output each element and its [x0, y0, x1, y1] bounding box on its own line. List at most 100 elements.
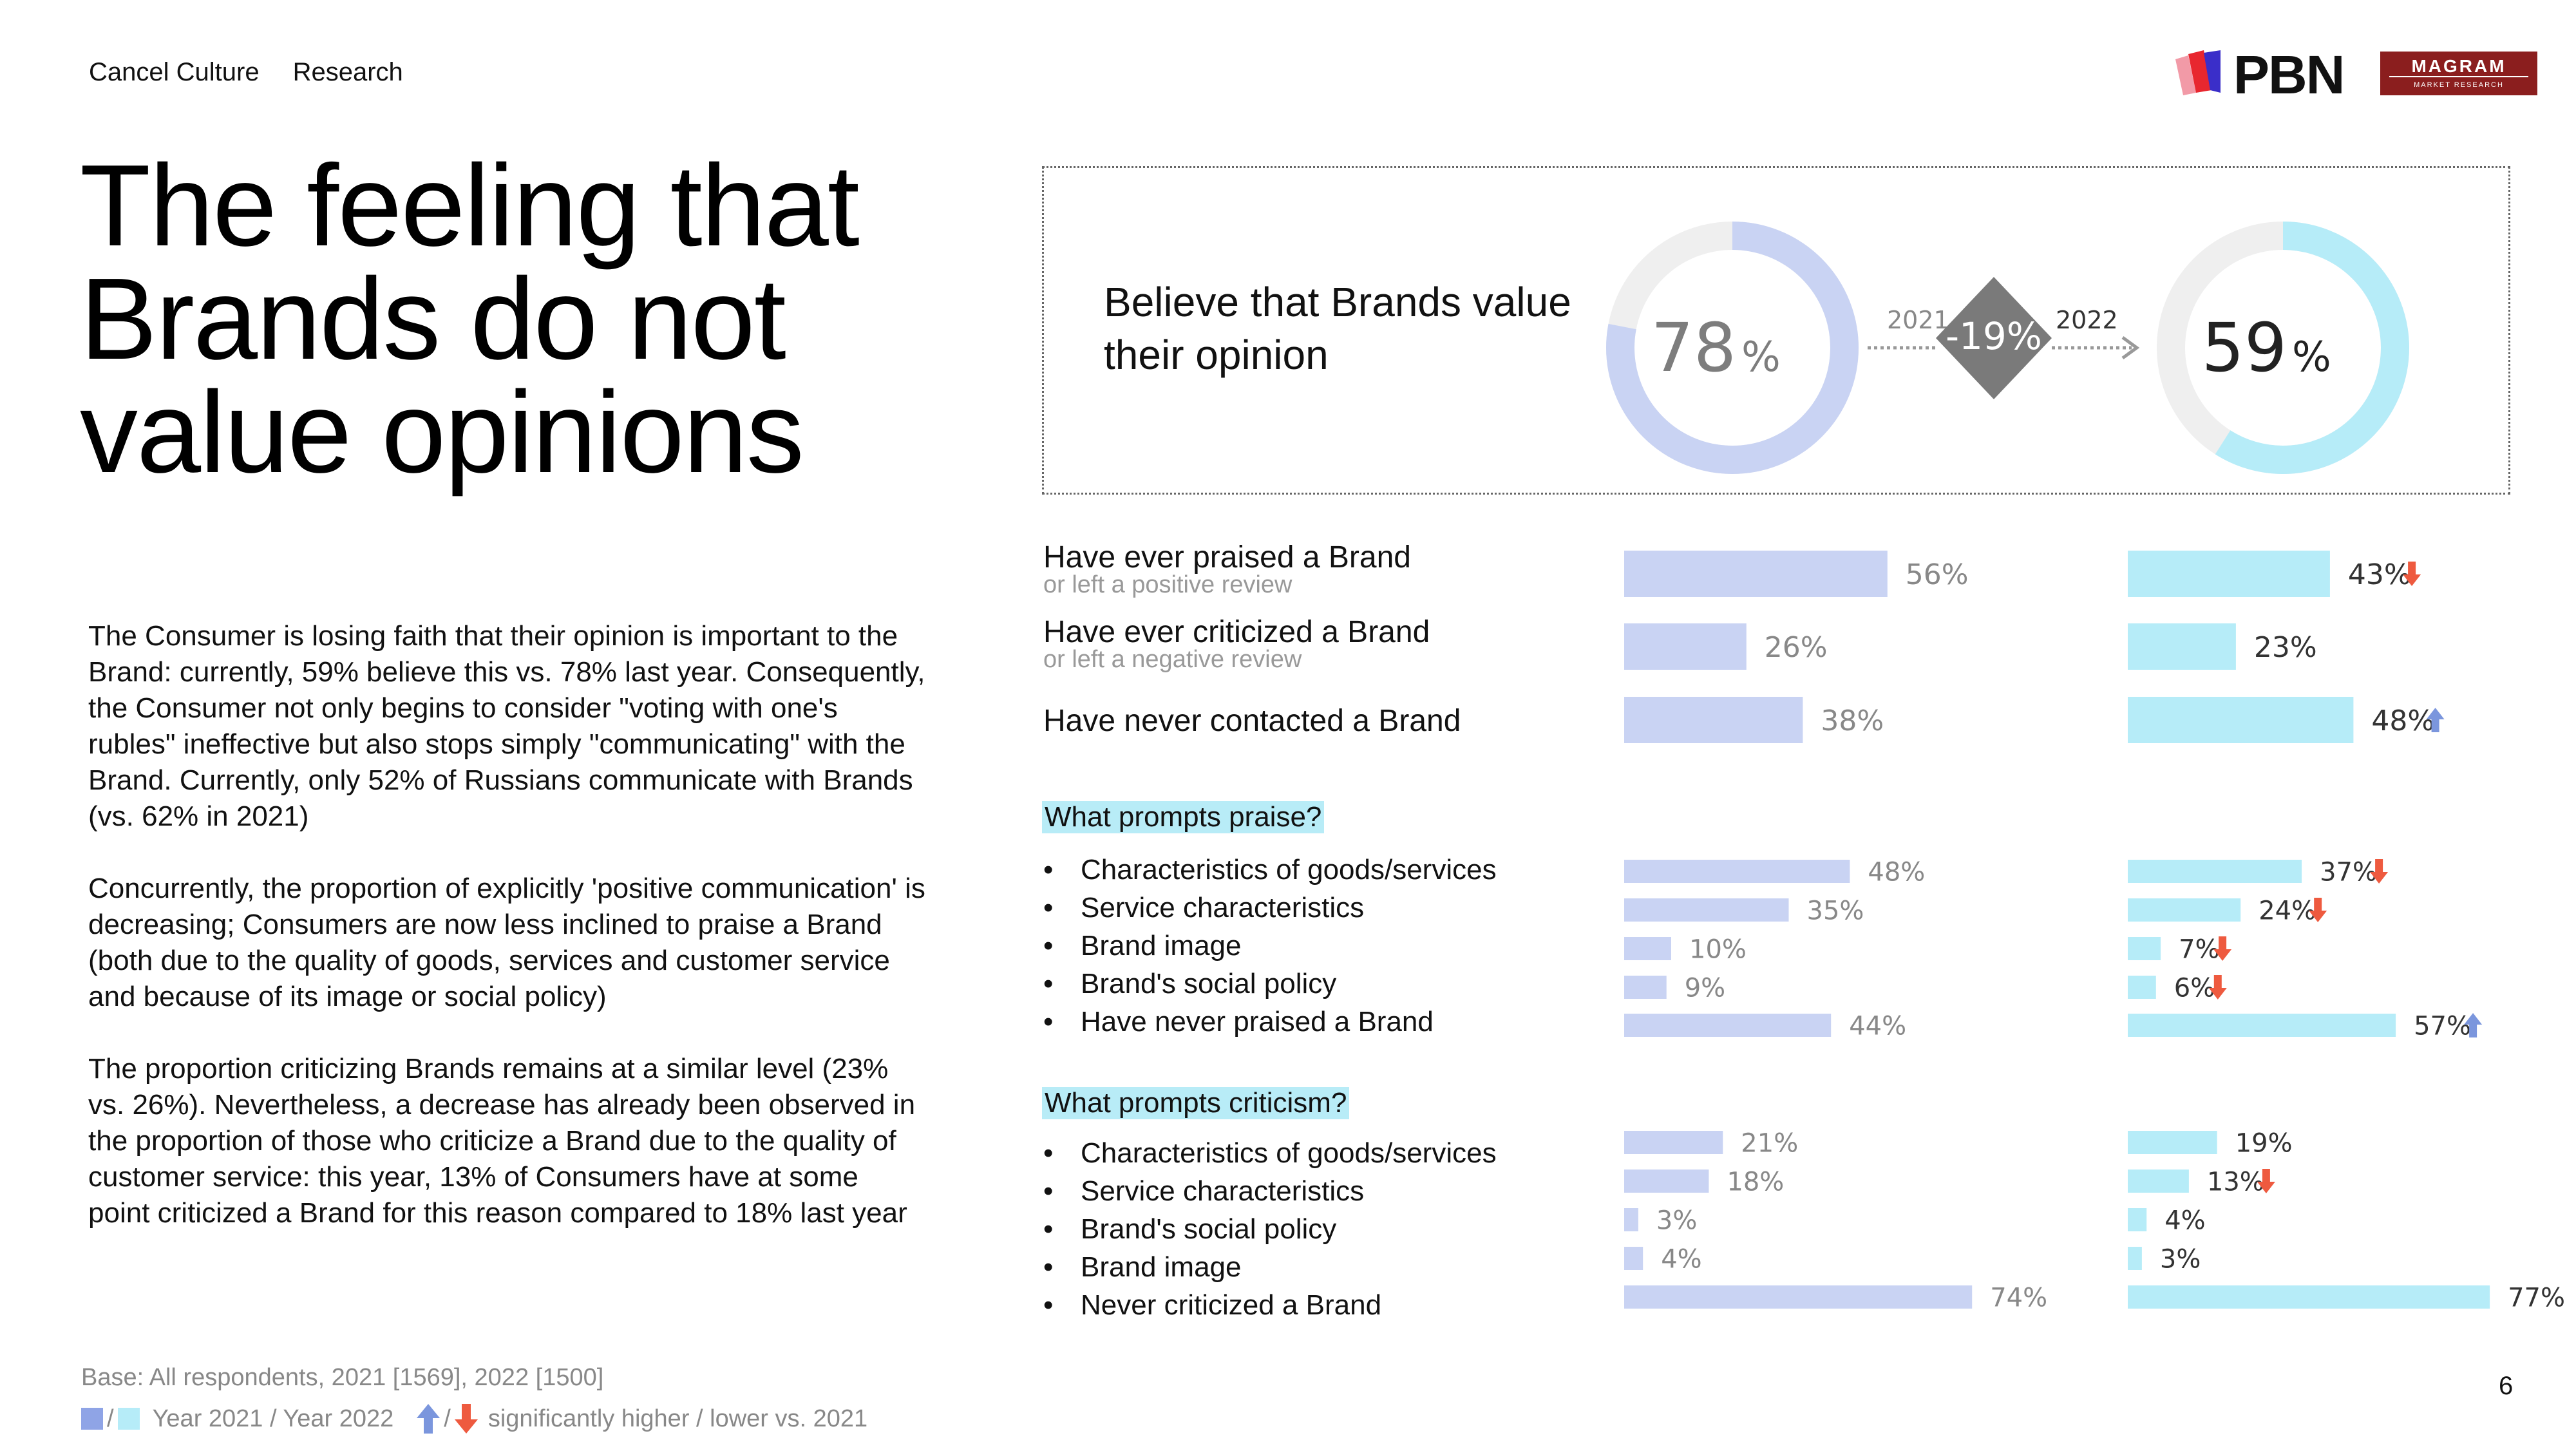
legend-slash-2: /: [444, 1405, 451, 1432]
praise-label-2022-5: 57%: [2414, 1011, 2471, 1041]
magram-logo: MAGRAM MARKET RESEARCH: [2380, 52, 2537, 95]
praise-bar-2022-1: [2128, 860, 2302, 883]
change-value: -19%: [1946, 314, 2042, 358]
praise-bar-2022-3: [2128, 937, 2161, 960]
praise-arrow-down-2022-1-icon: [2370, 859, 2389, 884]
praise-label-2021-3: 10%: [1689, 934, 1747, 964]
criticism-bar-2021-4: [1624, 1247, 1643, 1270]
donut-2021-value: 78: [1651, 308, 1736, 387]
criticism-label-2021-2: 18%: [1727, 1167, 1784, 1197]
legend-2021-swatch: [81, 1408, 103, 1430]
criticism-bar-2021-1: [1624, 1131, 1723, 1154]
criticism-bar-2022-1: [2128, 1131, 2217, 1154]
contact-bar-2022-1: [2128, 551, 2330, 597]
criticism-label-2022-1: 19%: [2235, 1128, 2293, 1158]
criticism-item-3: • Brand's social policy: [1043, 1213, 1337, 1245]
arrow-down-icon: [454, 1404, 478, 1434]
donut-2022-value: 59: [2202, 308, 2287, 387]
contact-label-2022-1: 43%: [2348, 558, 2411, 591]
donut-2021-arc: [1606, 222, 1859, 474]
legend-years-text: Year 2021 / Year 2022: [152, 1405, 394, 1432]
top-nav: Cancel Culture Research: [89, 58, 437, 87]
criticism-bar-2021-2: [1624, 1170, 1709, 1193]
praise-arrow-up-2022-5-icon: [2464, 1013, 2483, 1037]
praise-arrow-down-2022-2-icon: [2309, 898, 2327, 922]
donut-year-to: 2022: [2056, 306, 2118, 334]
criticism-bar-2021-5: [1624, 1285, 1973, 1309]
criticism-item-2: • Service characteristics: [1043, 1175, 1365, 1207]
criticism-bar-2022-4: [2128, 1247, 2142, 1270]
page-title: The feeling that Brands do not value opi…: [80, 141, 860, 497]
criticism-label-2022-5: 77%: [2508, 1283, 2565, 1312]
criticism-bar-2021-3: [1624, 1208, 1638, 1231]
contact-label-2021-2: 26%: [1765, 631, 1828, 664]
donut-chart-title: Believe that Brands value their opinion: [1104, 279, 1571, 378]
criticism-label-2021-3: 3%: [1656, 1206, 1697, 1235]
criticism-item-2-label: Service characteristics: [1081, 1175, 1365, 1207]
praise-arrow-down-2022-3-icon: [2213, 936, 2232, 961]
praise-item-5-label: Have never praised a Brand: [1081, 1006, 1434, 1037]
legend-significance-text: significantly higher / lower vs. 2021: [488, 1405, 868, 1432]
criticism-item-5-label: Never criticized a Brand: [1081, 1289, 1382, 1321]
section-head-criticism: What prompts criticism?: [1042, 1087, 1350, 1119]
praise-bar-2021-4: [1624, 976, 1667, 999]
body-paragraph-1: The Consumer is losing faith that their …: [88, 620, 925, 832]
praise-item-2: • Service characteristics: [1043, 892, 1365, 923]
praise-label-2022-3: 7%: [2179, 934, 2219, 964]
value-opinion-box: [1042, 166, 2510, 495]
change-diamond: [1936, 277, 2052, 399]
section-head-praise: What prompts praise?: [1042, 801, 1325, 833]
praise-bar-2022-2: [2128, 898, 2241, 922]
body-paragraph-2: Concurrently, the proportion of explicit…: [88, 873, 925, 1012]
magram-logo-subtext: MARKET RESEARCH: [2414, 81, 2504, 89]
criticism-label-2022-3: 4%: [2164, 1206, 2205, 1235]
praise-bar-2021-3: [1624, 937, 1671, 960]
contact-label-2021-3: 38%: [1821, 705, 1884, 737]
criticism-arrow-down-2022-2-icon: [2257, 1169, 2275, 1193]
contact-bar-2022-3: [2128, 697, 2354, 743]
legend-2022-swatch: [117, 1408, 140, 1430]
row-label-criticized: Have ever criticized a Brand or left a n…: [1043, 614, 1430, 674]
praise-bar-2021-2: [1624, 898, 1789, 922]
magram-logo-text: MAGRAM: [2389, 57, 2528, 77]
criticism-label-2021-4: 4%: [1661, 1244, 1701, 1274]
contact-arrow-up-2022-3-icon: [2426, 708, 2445, 732]
praise-bar-2021-1: [1624, 860, 1850, 883]
praise-bar-2022-5: [2128, 1014, 2396, 1037]
nav-item-cancel-culture[interactable]: Cancel Culture: [89, 58, 260, 86]
praise-label-2021-4: 9%: [1685, 973, 1725, 1003]
row-label-never-contacted: Have never contacted a Brand: [1043, 704, 1461, 738]
row-sublabel-praised: or left a positive review: [1043, 571, 1293, 598]
donut-2021-unit: %: [1741, 334, 1781, 381]
criticism-item-4-label: Brand image: [1081, 1251, 1242, 1283]
praise-label-2021-5: 44%: [1849, 1011, 1906, 1041]
nav-item-research[interactable]: Research: [292, 58, 403, 86]
row-label-criticized-text: Have ever criticized a Brand: [1043, 615, 1430, 649]
footer-legend: / Year 2021 / Year 2022 / significantly …: [81, 1403, 867, 1435]
row-label-praised-text: Have ever praised a Brand: [1043, 540, 1411, 574]
row-sublabel-criticized: or left a negative review: [1043, 646, 1302, 673]
criticism-item-4: • Brand image: [1043, 1251, 1242, 1283]
criticism-bar-2022-5: [2128, 1285, 2490, 1309]
body-paragraph-3: The proportion criticizing Brands remain…: [88, 1053, 916, 1229]
praise-label-2022-2: 24%: [2259, 896, 2316, 925]
pbn-logo-text: PBN: [2233, 44, 2345, 105]
legend-slash-1: /: [107, 1405, 114, 1432]
contact-bar-2021-3: [1624, 697, 1803, 743]
praise-arrow-down-2022-4-icon: [2208, 975, 2227, 999]
arrow-up-icon: [417, 1404, 440, 1434]
praise-label-2021-1: 48%: [1868, 857, 1925, 887]
praise-label-2022-1: 37%: [2320, 857, 2377, 887]
donut-2022-arc: [2157, 222, 2409, 474]
contact-label-2022-3: 48%: [2371, 705, 2434, 737]
contact-bar-2021-1: [1624, 551, 1888, 597]
praise-item-3: • Brand image: [1043, 930, 1242, 961]
footer-base: Base: All respondents, 2021 [1569], 2022…: [81, 1364, 604, 1391]
praise-item-4: • Brand's social policy: [1043, 968, 1337, 999]
donut-year-from: 2021: [1887, 306, 1949, 334]
praise-label-2022-4: 6%: [2174, 973, 2215, 1003]
row-label-praised: Have ever praised a Brand or left a posi…: [1043, 540, 1411, 599]
criticism-bar-2022-3: [2128, 1208, 2147, 1231]
criticism-label-2022-4: 3%: [2160, 1244, 2201, 1274]
